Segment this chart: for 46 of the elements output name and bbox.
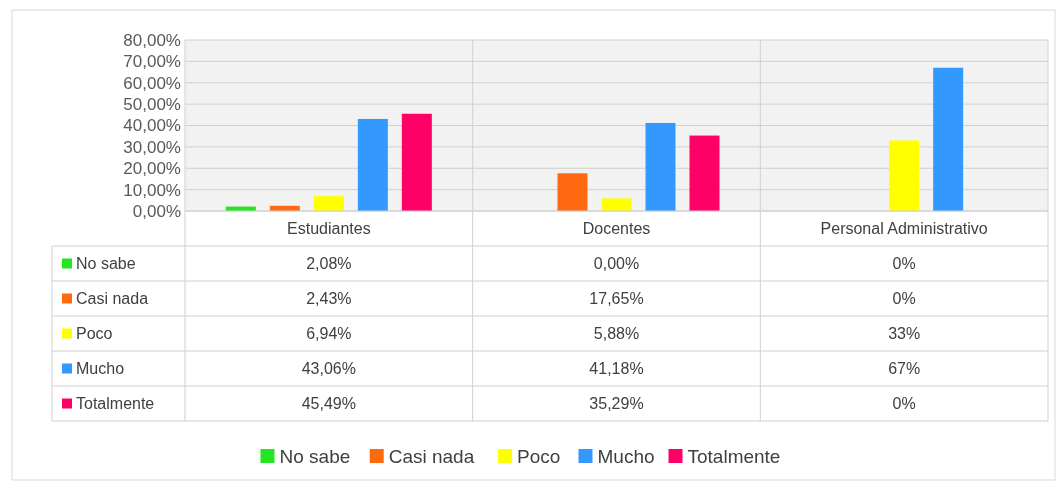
y-tick-label: 70,00% <box>123 52 181 72</box>
data-label: 2,08% <box>306 255 352 273</box>
text: Totalmente <box>76 395 155 413</box>
y-tick-label: 0,00% <box>132 201 181 221</box>
bar <box>645 122 676 211</box>
data-label: 43,06% <box>301 360 356 378</box>
y-tick-label: 40,00% <box>123 116 181 136</box>
x-tick-label: Docentes <box>582 220 651 238</box>
text: Mucho <box>76 360 125 378</box>
bar <box>689 135 720 211</box>
data-label: 2,43% <box>306 290 352 308</box>
legend-label: Mucho <box>597 445 655 467</box>
data-label: 33% <box>888 325 921 343</box>
text: No sabe <box>279 445 351 467</box>
text: Casi nada <box>388 445 475 467</box>
data-label: 35,29% <box>589 395 644 413</box>
data-label: 45,49% <box>301 395 356 413</box>
data-label: 0% <box>892 290 916 308</box>
data-label: 41,18% <box>589 360 644 378</box>
data-label: 0% <box>892 255 916 273</box>
bar <box>357 118 388 211</box>
data-label: 17,65% <box>589 290 644 308</box>
x-tick-label: Personal Administrativo <box>820 220 988 238</box>
y-tick-label: 10,00% <box>123 180 181 200</box>
bar <box>401 113 432 211</box>
data-label: 0,00% <box>593 255 640 273</box>
y-tick-label: 30,00% <box>123 137 181 157</box>
bar <box>557 173 588 211</box>
legend-label: Poco <box>76 325 113 343</box>
y-tick-label: 20,00% <box>123 159 181 179</box>
x-tick-label: Estudiantes <box>287 220 371 238</box>
data-label: 0% <box>892 395 916 413</box>
y-tick-label: 80,00% <box>123 30 181 50</box>
data-label: 5,88% <box>593 325 640 343</box>
bar <box>889 140 920 211</box>
data-label: 67% <box>888 360 921 378</box>
data-label: 6,94% <box>306 325 352 343</box>
bar <box>313 196 344 211</box>
bar <box>933 67 964 211</box>
text: Poco <box>517 445 561 467</box>
legend-label: Totalmente <box>687 445 781 467</box>
y-tick-label: 60,00% <box>123 73 181 93</box>
legend-label: Casi nada <box>76 290 149 308</box>
legend-label: No sabe <box>76 255 136 273</box>
bar <box>601 198 632 211</box>
y-tick-label: 50,00% <box>123 95 181 115</box>
